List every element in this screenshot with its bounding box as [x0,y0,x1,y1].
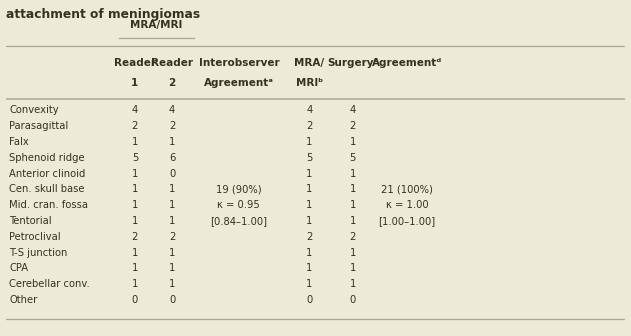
Text: 1: 1 [169,200,175,210]
Text: Other: Other [9,295,38,305]
Text: 2: 2 [306,121,312,131]
Text: 19 (90%): 19 (90%) [216,184,262,195]
Text: Reader: Reader [114,58,156,68]
Text: Reader: Reader [151,58,193,68]
Text: 2: 2 [306,232,312,242]
Text: 1: 1 [350,248,356,258]
Text: κ = 0.95: κ = 0.95 [218,200,260,210]
Text: 5: 5 [306,153,312,163]
Text: 1: 1 [350,279,356,289]
Text: Cen. skull base: Cen. skull base [9,184,85,195]
Text: Cerebellar conv.: Cerebellar conv. [9,279,90,289]
Text: 1: 1 [350,263,356,274]
Text: 2: 2 [350,232,356,242]
Text: Parasagittal: Parasagittal [9,121,69,131]
Text: 4: 4 [350,106,356,115]
Text: κ = 1.00: κ = 1.00 [386,200,428,210]
Text: 0: 0 [132,295,138,305]
Text: Agreementᵃ: Agreementᵃ [204,78,274,88]
Text: 1: 1 [132,184,138,195]
Text: Mid. cran. fossa: Mid. cran. fossa [9,200,88,210]
Text: T-S junction: T-S junction [9,248,68,258]
Text: Surgeryᶜ: Surgeryᶜ [327,58,378,68]
Text: 1: 1 [350,216,356,226]
Text: 1: 1 [306,200,312,210]
Text: 6: 6 [169,153,175,163]
Text: Anterior clinoid: Anterior clinoid [9,169,86,179]
Text: 5: 5 [132,153,138,163]
Text: 1: 1 [132,248,138,258]
Text: 1: 1 [169,184,175,195]
Text: 0: 0 [306,295,312,305]
Text: 1: 1 [169,263,175,274]
Text: 0: 0 [350,295,356,305]
Text: 4: 4 [169,106,175,115]
Text: 1: 1 [169,279,175,289]
Text: Falx: Falx [9,137,29,147]
Text: 2: 2 [169,121,175,131]
Text: MRIᵇ: MRIᵇ [296,78,323,88]
Text: 2: 2 [350,121,356,131]
Text: MRA/: MRA/ [294,58,324,68]
Text: 5: 5 [350,153,356,163]
Text: Tentorial: Tentorial [9,216,52,226]
Text: 1: 1 [306,279,312,289]
Text: 1: 1 [132,200,138,210]
Text: 1: 1 [169,248,175,258]
Text: 1: 1 [350,169,356,179]
Text: Convexity: Convexity [9,106,59,115]
Text: Petroclival: Petroclival [9,232,61,242]
Text: 4: 4 [132,106,138,115]
Text: 2: 2 [168,78,175,88]
Text: 1: 1 [132,263,138,274]
Text: 1: 1 [132,216,138,226]
Text: Sphenoid ridge: Sphenoid ridge [9,153,85,163]
Text: 1: 1 [306,169,312,179]
Text: 1: 1 [350,184,356,195]
Text: attachment of meningiomas: attachment of meningiomas [6,8,201,21]
Text: 1: 1 [131,78,139,88]
Text: 1: 1 [132,137,138,147]
Text: 2: 2 [169,232,175,242]
Text: 4: 4 [306,106,312,115]
Text: Agreementᵈ: Agreementᵈ [372,58,442,68]
Text: 1: 1 [169,216,175,226]
Text: 2: 2 [132,232,138,242]
Text: 1: 1 [132,169,138,179]
Text: 1: 1 [132,279,138,289]
Text: 1: 1 [306,248,312,258]
Text: 1: 1 [306,216,312,226]
Text: [1.00–1.00]: [1.00–1.00] [379,216,435,226]
Text: CPA: CPA [9,263,28,274]
Text: 2: 2 [132,121,138,131]
Text: 0: 0 [169,295,175,305]
Text: [0.84–1.00]: [0.84–1.00] [210,216,268,226]
Text: 1: 1 [169,137,175,147]
Text: 21 (100%): 21 (100%) [381,184,433,195]
Text: 1: 1 [350,200,356,210]
Text: 0: 0 [169,169,175,179]
Text: 1: 1 [306,184,312,195]
Text: 1: 1 [306,263,312,274]
Text: 1: 1 [306,137,312,147]
Text: MRA/MRI: MRA/MRI [131,20,183,30]
Text: 1: 1 [350,137,356,147]
Text: Interobserver: Interobserver [199,58,279,68]
